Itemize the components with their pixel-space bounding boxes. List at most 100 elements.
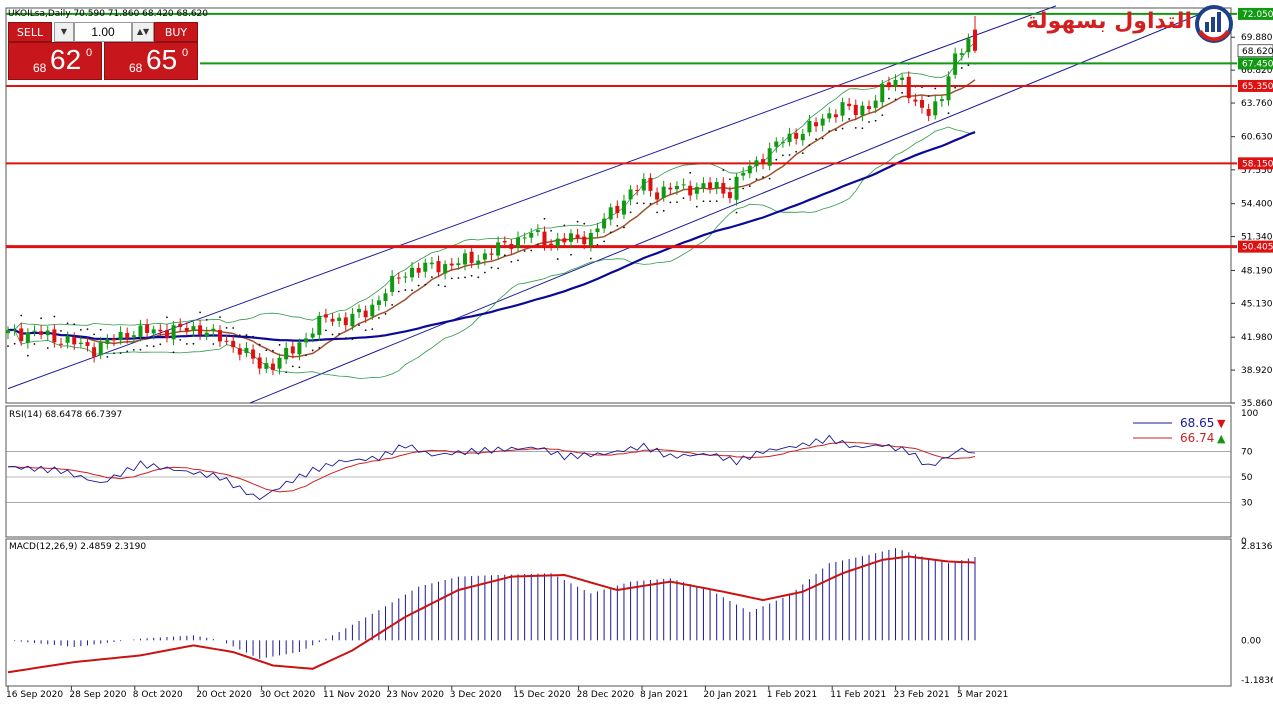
macd-axis-label: 2.8136 [1241, 542, 1273, 552]
candle-body-bearish [58, 343, 63, 345]
candle-body-bearish [913, 99, 918, 102]
buy-price-box[interactable]: 68 65 0 [104, 42, 198, 80]
price-level-label: 58.150 [1242, 159, 1273, 169]
candle-body-bullish [946, 76, 951, 101]
candle-body-bullish [966, 38, 971, 53]
parabolic-sar-dot [503, 254, 506, 257]
parabolic-sar-dot [589, 257, 592, 260]
date-axis-label: 16 Sep 2020 [6, 690, 63, 700]
bollinger-upper-band [7, 42, 976, 331]
candle-body-bullish [78, 342, 83, 345]
parabolic-sar-dot [318, 346, 321, 349]
sell-price-point: 0 [86, 47, 93, 59]
parabolic-sar-dot [530, 249, 533, 252]
parabolic-sar-dot [689, 171, 692, 174]
brand-logo-icon [1195, 5, 1233, 43]
candle-body-bullish [244, 347, 249, 354]
candle-body-bullish [6, 329, 10, 334]
lot-spinner-icon[interactable]: ▲▼ [132, 22, 154, 42]
parabolic-sar-dot [801, 152, 804, 155]
candle-body-bearish [502, 240, 507, 243]
parabolic-sar-dot [53, 315, 56, 318]
buy-button[interactable]: BUY [154, 22, 198, 42]
candle-body-bullish [204, 332, 209, 337]
parabolic-sar-dot [205, 318, 208, 321]
price-level-tag [1238, 57, 1273, 70]
parabolic-sar-dot [265, 349, 268, 352]
candle-body-bullish [900, 77, 905, 80]
candle-body-bullish [787, 133, 792, 143]
candle-body-bearish [688, 185, 693, 196]
candle-body-bullish [171, 325, 176, 340]
parabolic-sar-dot [927, 95, 930, 98]
parabolic-sar-dot [835, 129, 837, 131]
parabolic-sar-dot [232, 327, 235, 329]
parabolic-sar-dot [821, 137, 824, 140]
buy-price-main: 65 [146, 44, 178, 75]
price-axis-label: 69.880 [1241, 33, 1273, 43]
rsi-axis-label: 70 [1241, 447, 1253, 457]
candle-body-bearish [449, 263, 454, 266]
candle-body-bearish [178, 323, 183, 327]
candle-body-bearish [251, 349, 256, 359]
parabolic-sar-dot [556, 258, 559, 260]
macd-signal-line [7, 555, 976, 674]
sell-button[interactable]: SELL [8, 22, 52, 42]
candle-body-bullish [357, 309, 362, 313]
parabolic-sar-dot [894, 98, 897, 101]
parabolic-sar-dot [106, 356, 109, 358]
parabolic-sar-dot [33, 343, 36, 345]
candle-body-bullish [390, 275, 395, 292]
lot-size-input[interactable]: 1.00 [74, 22, 132, 42]
parabolic-sar-dot [808, 144, 811, 147]
candle-body-bullish [118, 331, 123, 341]
candle-body-bullish [860, 105, 865, 116]
candle-body-bullish [98, 342, 103, 356]
price-level-tag [1238, 7, 1273, 20]
parabolic-sar-dot [79, 328, 82, 331]
parabolic-sar-dot [775, 158, 778, 161]
candle-body-bullish [939, 99, 944, 102]
price-axis-label: 41.980 [1241, 333, 1273, 343]
parabolic-sar-dot [570, 253, 572, 256]
candle-body-bullish [456, 263, 461, 266]
parabolic-sar-dot [470, 274, 473, 277]
moving-average-slow [7, 130, 976, 342]
parabolic-sar-dot [86, 328, 89, 331]
parabolic-sar-dot [954, 86, 957, 89]
rsi-axis-label: 0 [1241, 537, 1247, 547]
parabolic-sar-dot [430, 276, 433, 279]
parabolic-sar-dot [397, 290, 400, 293]
candle-body-bullish [641, 178, 646, 191]
candle-body-bearish [794, 132, 799, 139]
parabolic-sar-dot [245, 334, 248, 336]
price-axis-label: 51.340 [1241, 233, 1273, 243]
parabolic-sar-dot [417, 284, 420, 287]
candle-body-bearish [231, 340, 236, 348]
candle-body-bearish [257, 357, 262, 369]
parabolic-sar-dot [13, 342, 16, 345]
parabolic-sar-dot [20, 314, 23, 317]
price-axis-label: 35.860 [1241, 399, 1273, 409]
parabolic-sar-dot [782, 154, 784, 157]
date-axis-label: 3 Dec 2020 [450, 690, 502, 700]
rsi-value-signal: 66.74 [1180, 431, 1214, 445]
parabolic-sar-dot [437, 284, 440, 287]
candle-body-bullish [959, 53, 964, 56]
candle-body-bullish [463, 253, 468, 265]
date-axis-label: 1 Feb 2021 [767, 690, 817, 700]
parabolic-sar-dot [411, 289, 413, 292]
candle-body-bearish [396, 277, 401, 279]
date-axis-label: 8 Jan 2021 [640, 690, 688, 700]
sell-price-box[interactable]: 68 62 0 [8, 42, 102, 80]
parabolic-sar-dot [66, 322, 69, 325]
price-axis-label: 57.550 [1241, 166, 1273, 176]
date-axis-label: 11 Feb 2021 [830, 690, 886, 700]
date-axis-label: 20 Oct 2020 [196, 690, 252, 700]
candle-body-bullish [754, 160, 759, 167]
candle-body-bearish [85, 342, 90, 346]
lot-dropdown-icon[interactable]: ▼ [54, 22, 74, 42]
candle-body-bullish [403, 276, 408, 278]
